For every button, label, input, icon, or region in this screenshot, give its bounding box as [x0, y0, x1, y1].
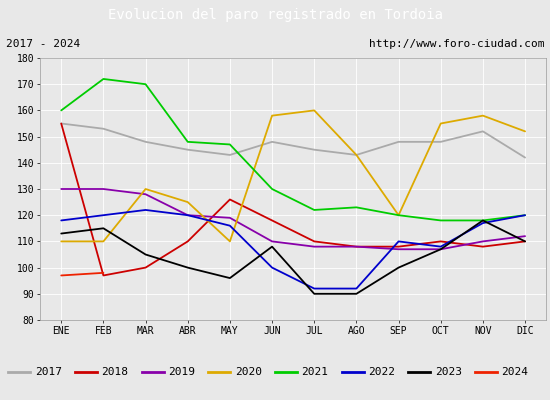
Text: 2021: 2021	[301, 367, 328, 377]
Text: 2017 - 2024: 2017 - 2024	[6, 39, 80, 49]
Text: Evolucion del paro registrado en Tordoia: Evolucion del paro registrado en Tordoia	[107, 8, 443, 22]
Text: 2017: 2017	[35, 367, 62, 377]
Text: 2022: 2022	[368, 367, 395, 377]
Text: 2024: 2024	[502, 367, 529, 377]
Text: 2020: 2020	[235, 367, 262, 377]
Text: 2019: 2019	[168, 367, 195, 377]
Text: http://www.foro-ciudad.com: http://www.foro-ciudad.com	[369, 39, 544, 49]
Text: 2023: 2023	[435, 367, 462, 377]
Text: 2018: 2018	[101, 367, 128, 377]
